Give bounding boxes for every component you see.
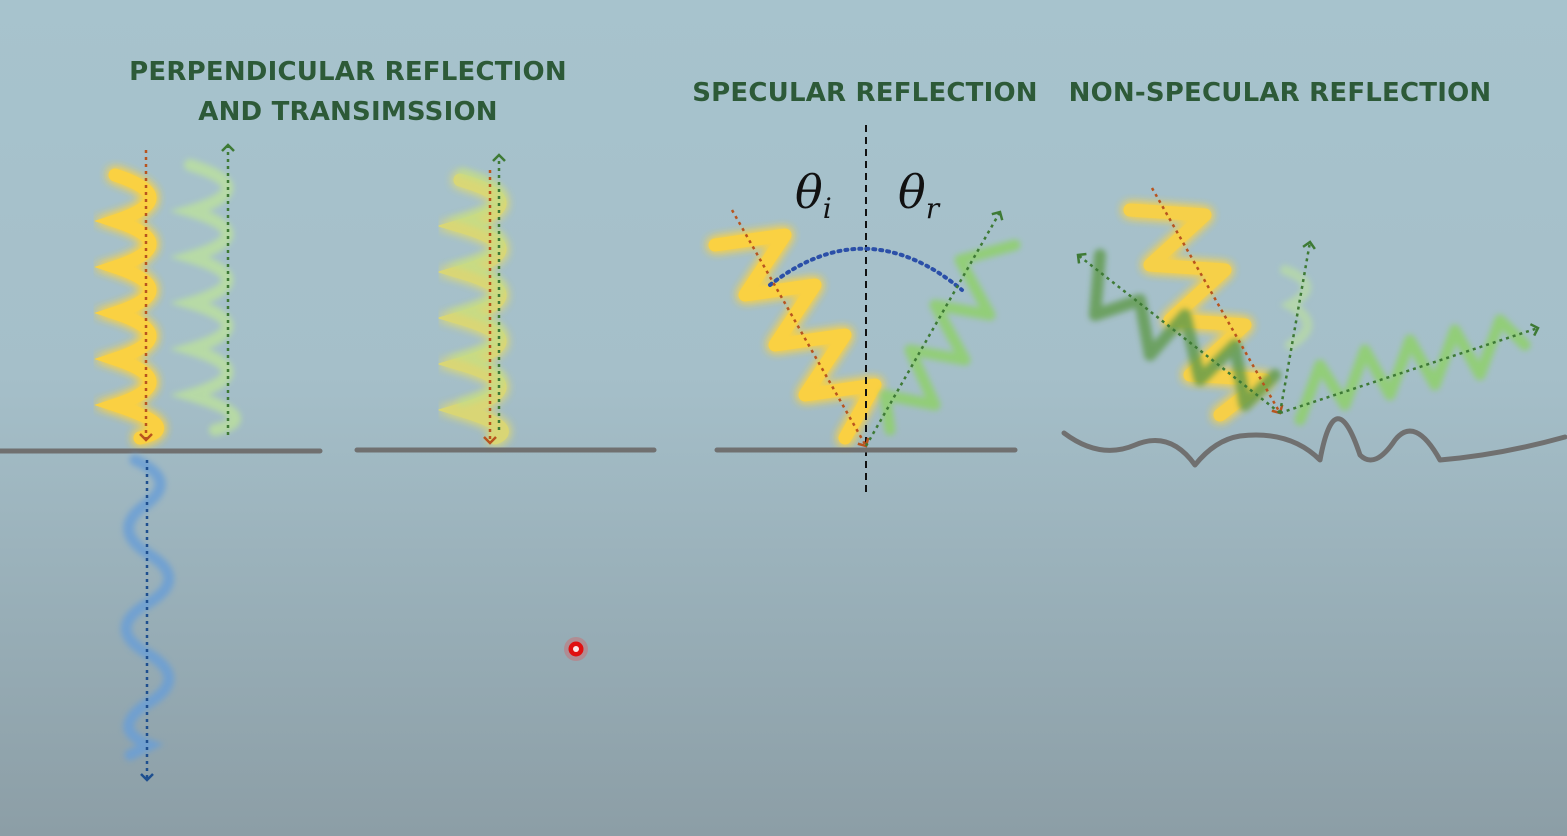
reflected-wave-side xyxy=(1294,314,1531,426)
perpendicular-title-line2: AND TRANSIMSSION xyxy=(198,97,498,127)
pointer-dot xyxy=(564,637,588,661)
incident-arrow xyxy=(1150,187,1284,415)
panel-specular xyxy=(708,125,1021,495)
non-specular-title: NON-SPECULAR REFLECTION xyxy=(1068,78,1492,108)
reflected-wave xyxy=(879,239,1021,436)
reflected-wave-up xyxy=(1279,265,1313,350)
reflected-arrow-side xyxy=(1279,323,1540,415)
transmitted-wave xyxy=(120,454,175,761)
reflected-wave xyxy=(169,159,241,436)
rough-surface xyxy=(1061,416,1567,468)
perpendicular-title-line1: PERPENDICULAR REFLECTION xyxy=(129,57,567,87)
angle-arc xyxy=(768,246,964,292)
reflected-wave xyxy=(436,173,509,445)
incident-wave xyxy=(708,228,882,445)
panel-perpendicular-reflection xyxy=(354,153,657,453)
reflected-angle-label: θr xyxy=(898,165,939,225)
incident-arrow xyxy=(730,209,870,448)
reflected-wave-back xyxy=(1089,249,1281,411)
reflected-arrow xyxy=(864,210,1004,447)
incident-subscript: i xyxy=(822,192,832,226)
theta-symbol: θ xyxy=(795,165,823,219)
reflected-wave-overlay xyxy=(446,167,506,407)
reflected-subscript: r xyxy=(925,192,940,226)
theta-symbol: θ xyxy=(898,165,926,219)
reflected-arrow-up xyxy=(1278,240,1316,414)
panel-perpendicular xyxy=(0,143,323,782)
perpendicular-title: PERPENDICULAR REFLECTION AND TRANSIMSSIO… xyxy=(98,52,598,132)
incident-angle-label: θi xyxy=(795,165,832,225)
incident-wave xyxy=(94,168,165,445)
specular-title: SPECULAR REFLECTION xyxy=(692,78,1038,108)
panel-non-specular xyxy=(1061,187,1567,468)
reflected-arrow-back xyxy=(1076,252,1281,414)
